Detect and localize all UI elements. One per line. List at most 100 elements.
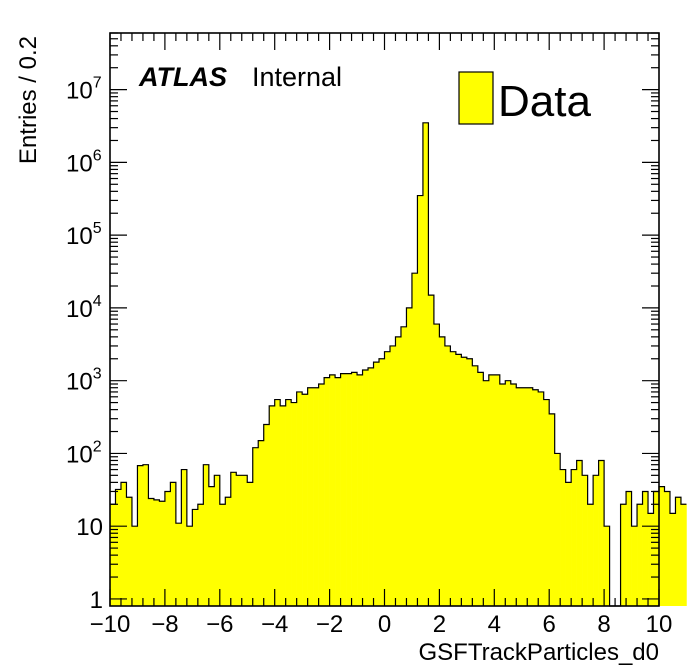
histogram-bar [197, 504, 204, 606]
histogram-bar [142, 464, 149, 606]
histogram-bar [483, 380, 490, 606]
histogram-bar [411, 273, 418, 606]
histogram-bar [225, 497, 232, 606]
histogram-bar [532, 389, 539, 606]
histogram-bar [148, 498, 155, 606]
histogram-bar [263, 424, 270, 606]
histogram-bar [675, 497, 682, 606]
histogram-bar [120, 482, 127, 606]
histogram-bar [384, 351, 391, 606]
histogram-bar [318, 383, 325, 606]
y-tick-label: 102 [66, 438, 102, 468]
histogram-bar [186, 526, 193, 606]
x-tick-label: −2 [316, 611, 343, 638]
histogram-bar [285, 399, 292, 606]
histogram-bar [175, 523, 182, 606]
histogram-bar [549, 413, 555, 606]
histogram-bar [115, 489, 122, 606]
histogram-bar [313, 387, 319, 606]
histogram-bar [642, 491, 649, 606]
x-tick-label: 0 [378, 611, 391, 638]
x-tick-label: −4 [261, 611, 288, 638]
y-tick-labels: 1 10 102 103 104 105 106 107 [66, 75, 103, 614]
histogram-outline [110, 122, 687, 607]
histogram-bar [450, 351, 457, 606]
histogram-bar [351, 372, 358, 606]
x-tick-label: −8 [151, 611, 178, 638]
histogram-bar [664, 491, 671, 606]
x-tick-label: 4 [488, 611, 501, 638]
histogram-bar [126, 497, 133, 606]
x-tick-label: 2 [433, 611, 446, 638]
histogram-bar [439, 336, 446, 606]
histogram-bar [324, 377, 330, 606]
histogram-bar [258, 440, 265, 606]
axis-ticks [109, 32, 660, 606]
histogram-bar [587, 504, 594, 606]
histogram-bar [368, 367, 374, 606]
x-tick-label: 10 [646, 611, 673, 638]
histogram-bar [598, 460, 605, 606]
histogram-bar [428, 295, 435, 606]
histogram-bar [444, 345, 451, 606]
x-tick-label: −6 [206, 611, 233, 638]
histogram-bar [247, 482, 254, 606]
histogram-bar [280, 405, 286, 606]
histogram-bar [307, 387, 314, 606]
legend-label: Data [498, 77, 591, 126]
histogram-bar [494, 374, 501, 606]
histogram-bar [499, 383, 506, 606]
histogram-bar [395, 336, 402, 606]
histogram-bar [269, 405, 275, 606]
histogram-bar [620, 504, 627, 606]
histogram-bar [170, 482, 177, 606]
histogram-bar [538, 391, 545, 606]
histogram-bar [230, 472, 237, 606]
histogram-bar [472, 365, 479, 606]
histogram-bar [680, 504, 687, 606]
histogram-bar [604, 526, 610, 606]
histogram-bar [488, 374, 495, 606]
histogram-bar [554, 453, 561, 606]
histogram-bar [576, 460, 583, 606]
histogram-bar [164, 491, 171, 606]
x-tick-label: −10 [90, 611, 131, 638]
atlas-label: ATLAS [138, 62, 227, 92]
histogram-bar [219, 504, 226, 606]
histogram-bar [181, 469, 188, 606]
histogram-bar [302, 394, 308, 606]
histogram-bar [291, 402, 297, 606]
histogram-bar [252, 447, 259, 606]
histogram-bar [379, 358, 385, 606]
legend-swatch [458, 71, 494, 125]
internal-label: Internal [252, 62, 342, 92]
histogram-bar [593, 475, 599, 606]
histogram-bar [357, 374, 363, 606]
histogram-bar [571, 469, 577, 606]
histogram-bar [477, 372, 484, 606]
histogram-bars [110, 122, 687, 607]
histogram-bar [159, 501, 166, 606]
histogram-bar [626, 491, 632, 606]
histogram-bar [214, 475, 221, 606]
histogram-bar [329, 374, 336, 606]
histogram-bar [406, 307, 413, 606]
histogram-bar [131, 526, 138, 606]
histogram-bar [208, 486, 215, 606]
x-tick-label: 8 [597, 611, 610, 638]
histogram-bar [527, 387, 534, 606]
histogram-bar [560, 469, 566, 606]
histogram-bar [461, 357, 468, 606]
histogram-bar [659, 486, 665, 606]
histogram-bar [505, 380, 512, 606]
histogram-bar [637, 504, 643, 606]
histogram-bar [274, 399, 281, 606]
histogram-bar [389, 345, 396, 606]
histogram-bar [653, 491, 660, 606]
histogram-bar [137, 465, 144, 606]
histogram-bar [422, 122, 429, 606]
histogram-bar [631, 526, 638, 606]
y-tick-label: 103 [66, 366, 102, 396]
y-tick-label: 107 [66, 75, 102, 105]
histogram-bar [153, 499, 160, 606]
